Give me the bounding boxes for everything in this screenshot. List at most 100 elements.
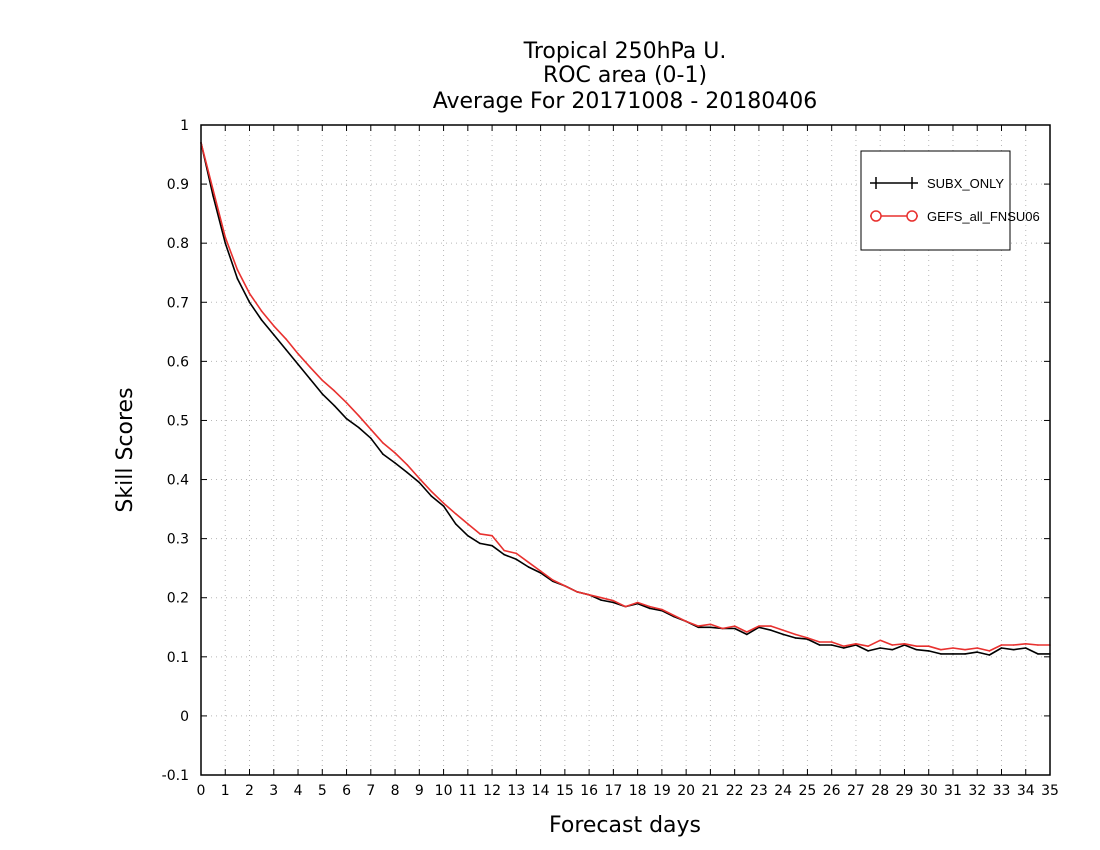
data-point	[370, 428, 372, 431]
x-tick-label: 34	[1017, 783, 1035, 799]
data-point	[697, 626, 700, 629]
x-tick-label: 1	[221, 783, 230, 799]
data-point	[382, 453, 384, 455]
x-tick-label: 11	[459, 783, 477, 799]
x-tick-label: 8	[391, 783, 400, 799]
data-point	[564, 585, 566, 587]
data-point	[1000, 647, 1003, 649]
data-point	[454, 513, 457, 515]
y-tick-label: 0.2	[167, 591, 189, 607]
x-tick-label: 7	[366, 783, 375, 799]
data-point	[248, 292, 251, 295]
data-point	[915, 645, 918, 647]
data-point	[576, 591, 578, 593]
data-point	[952, 653, 954, 655]
data-point	[430, 490, 433, 493]
chart-title-line-1: Tropical 250hPa U.	[523, 39, 727, 64]
chart-title: Tropical 250hPa U. ROC area (0-1) Averag…	[433, 39, 818, 114]
y-tick-label: 1	[180, 118, 189, 134]
data-point	[612, 601, 615, 604]
x-tick-label: 4	[294, 783, 303, 799]
data-point	[746, 631, 748, 633]
x-tick-label: 17	[604, 783, 622, 799]
x-tick-label: 25	[799, 783, 817, 799]
data-point	[309, 366, 312, 369]
data-point	[1000, 644, 1003, 646]
data-point	[940, 653, 942, 655]
y-tick-label: 0.7	[167, 295, 189, 311]
data-point	[612, 599, 615, 602]
data-point	[733, 625, 736, 627]
data-point	[782, 633, 784, 636]
data-point	[1024, 647, 1027, 649]
grid	[201, 125, 1050, 775]
data-point	[709, 626, 712, 629]
data-point	[406, 464, 409, 466]
legend-box	[860, 150, 1011, 251]
series-layer	[200, 141, 1051, 656]
data-point	[927, 645, 930, 647]
data-point	[636, 601, 639, 604]
data-point	[515, 552, 518, 555]
data-point	[285, 348, 287, 351]
x-tick-label: 33	[993, 783, 1011, 799]
x-tick-label: 27	[847, 783, 865, 799]
data-point	[927, 650, 930, 652]
data-point	[964, 653, 966, 655]
data-point	[370, 437, 372, 440]
circle-marker-icon	[906, 210, 918, 222]
data-point	[661, 608, 663, 611]
data-point	[357, 414, 360, 417]
data-point	[321, 393, 324, 395]
data-point	[1037, 644, 1039, 646]
data-point	[600, 596, 602, 599]
data-point	[394, 452, 396, 454]
x-tick-label: 14	[532, 783, 550, 799]
data-point	[273, 325, 275, 327]
legend-marker-circle-icon	[870, 210, 918, 222]
x-tick-label: 10	[435, 783, 453, 799]
data-point	[843, 645, 845, 647]
data-point	[260, 319, 263, 321]
data-point	[260, 310, 263, 312]
data-point	[867, 650, 869, 652]
x-tick-label: 26	[823, 783, 841, 799]
data-point	[649, 605, 651, 608]
data-point	[1024, 643, 1027, 645]
data-point	[212, 195, 214, 197]
x-tick-label: 24	[774, 783, 792, 799]
data-point	[273, 334, 275, 336]
y-tick-label: 0.9	[167, 177, 189, 193]
data-point	[491, 534, 493, 537]
data-point	[1037, 653, 1039, 655]
data-point	[479, 542, 481, 545]
x-tick-label: 6	[342, 783, 351, 799]
x-tick-label: 21	[701, 783, 719, 799]
x-tick-label: 5	[318, 783, 327, 799]
data-point	[830, 641, 833, 643]
data-point	[527, 561, 530, 564]
y-tick-label: -0.1	[162, 768, 189, 784]
data-point	[442, 505, 445, 507]
y-tick-label: 0.3	[167, 532, 189, 548]
data-point	[212, 189, 214, 191]
data-point	[806, 637, 809, 639]
data-point	[964, 648, 966, 651]
data-point	[454, 523, 457, 525]
data-point	[345, 417, 348, 420]
data-point	[345, 401, 348, 404]
data-point	[224, 242, 227, 244]
data-point	[843, 647, 845, 649]
data-point	[1012, 644, 1015, 646]
data-point	[709, 623, 712, 626]
data-point	[503, 549, 506, 552]
data-point	[915, 648, 918, 651]
data-point	[1012, 648, 1015, 651]
data-point	[394, 462, 396, 464]
y-tick-label: 0.5	[167, 413, 189, 429]
data-point	[430, 495, 433, 497]
data-point	[515, 558, 518, 561]
x-axis: 0 1 2 3 4 5 6 7 8 9 10 11 12 13 14 15 16 17 18 19 20 21 22 23 24…	[197, 125, 1059, 799]
data-point	[988, 654, 991, 656]
